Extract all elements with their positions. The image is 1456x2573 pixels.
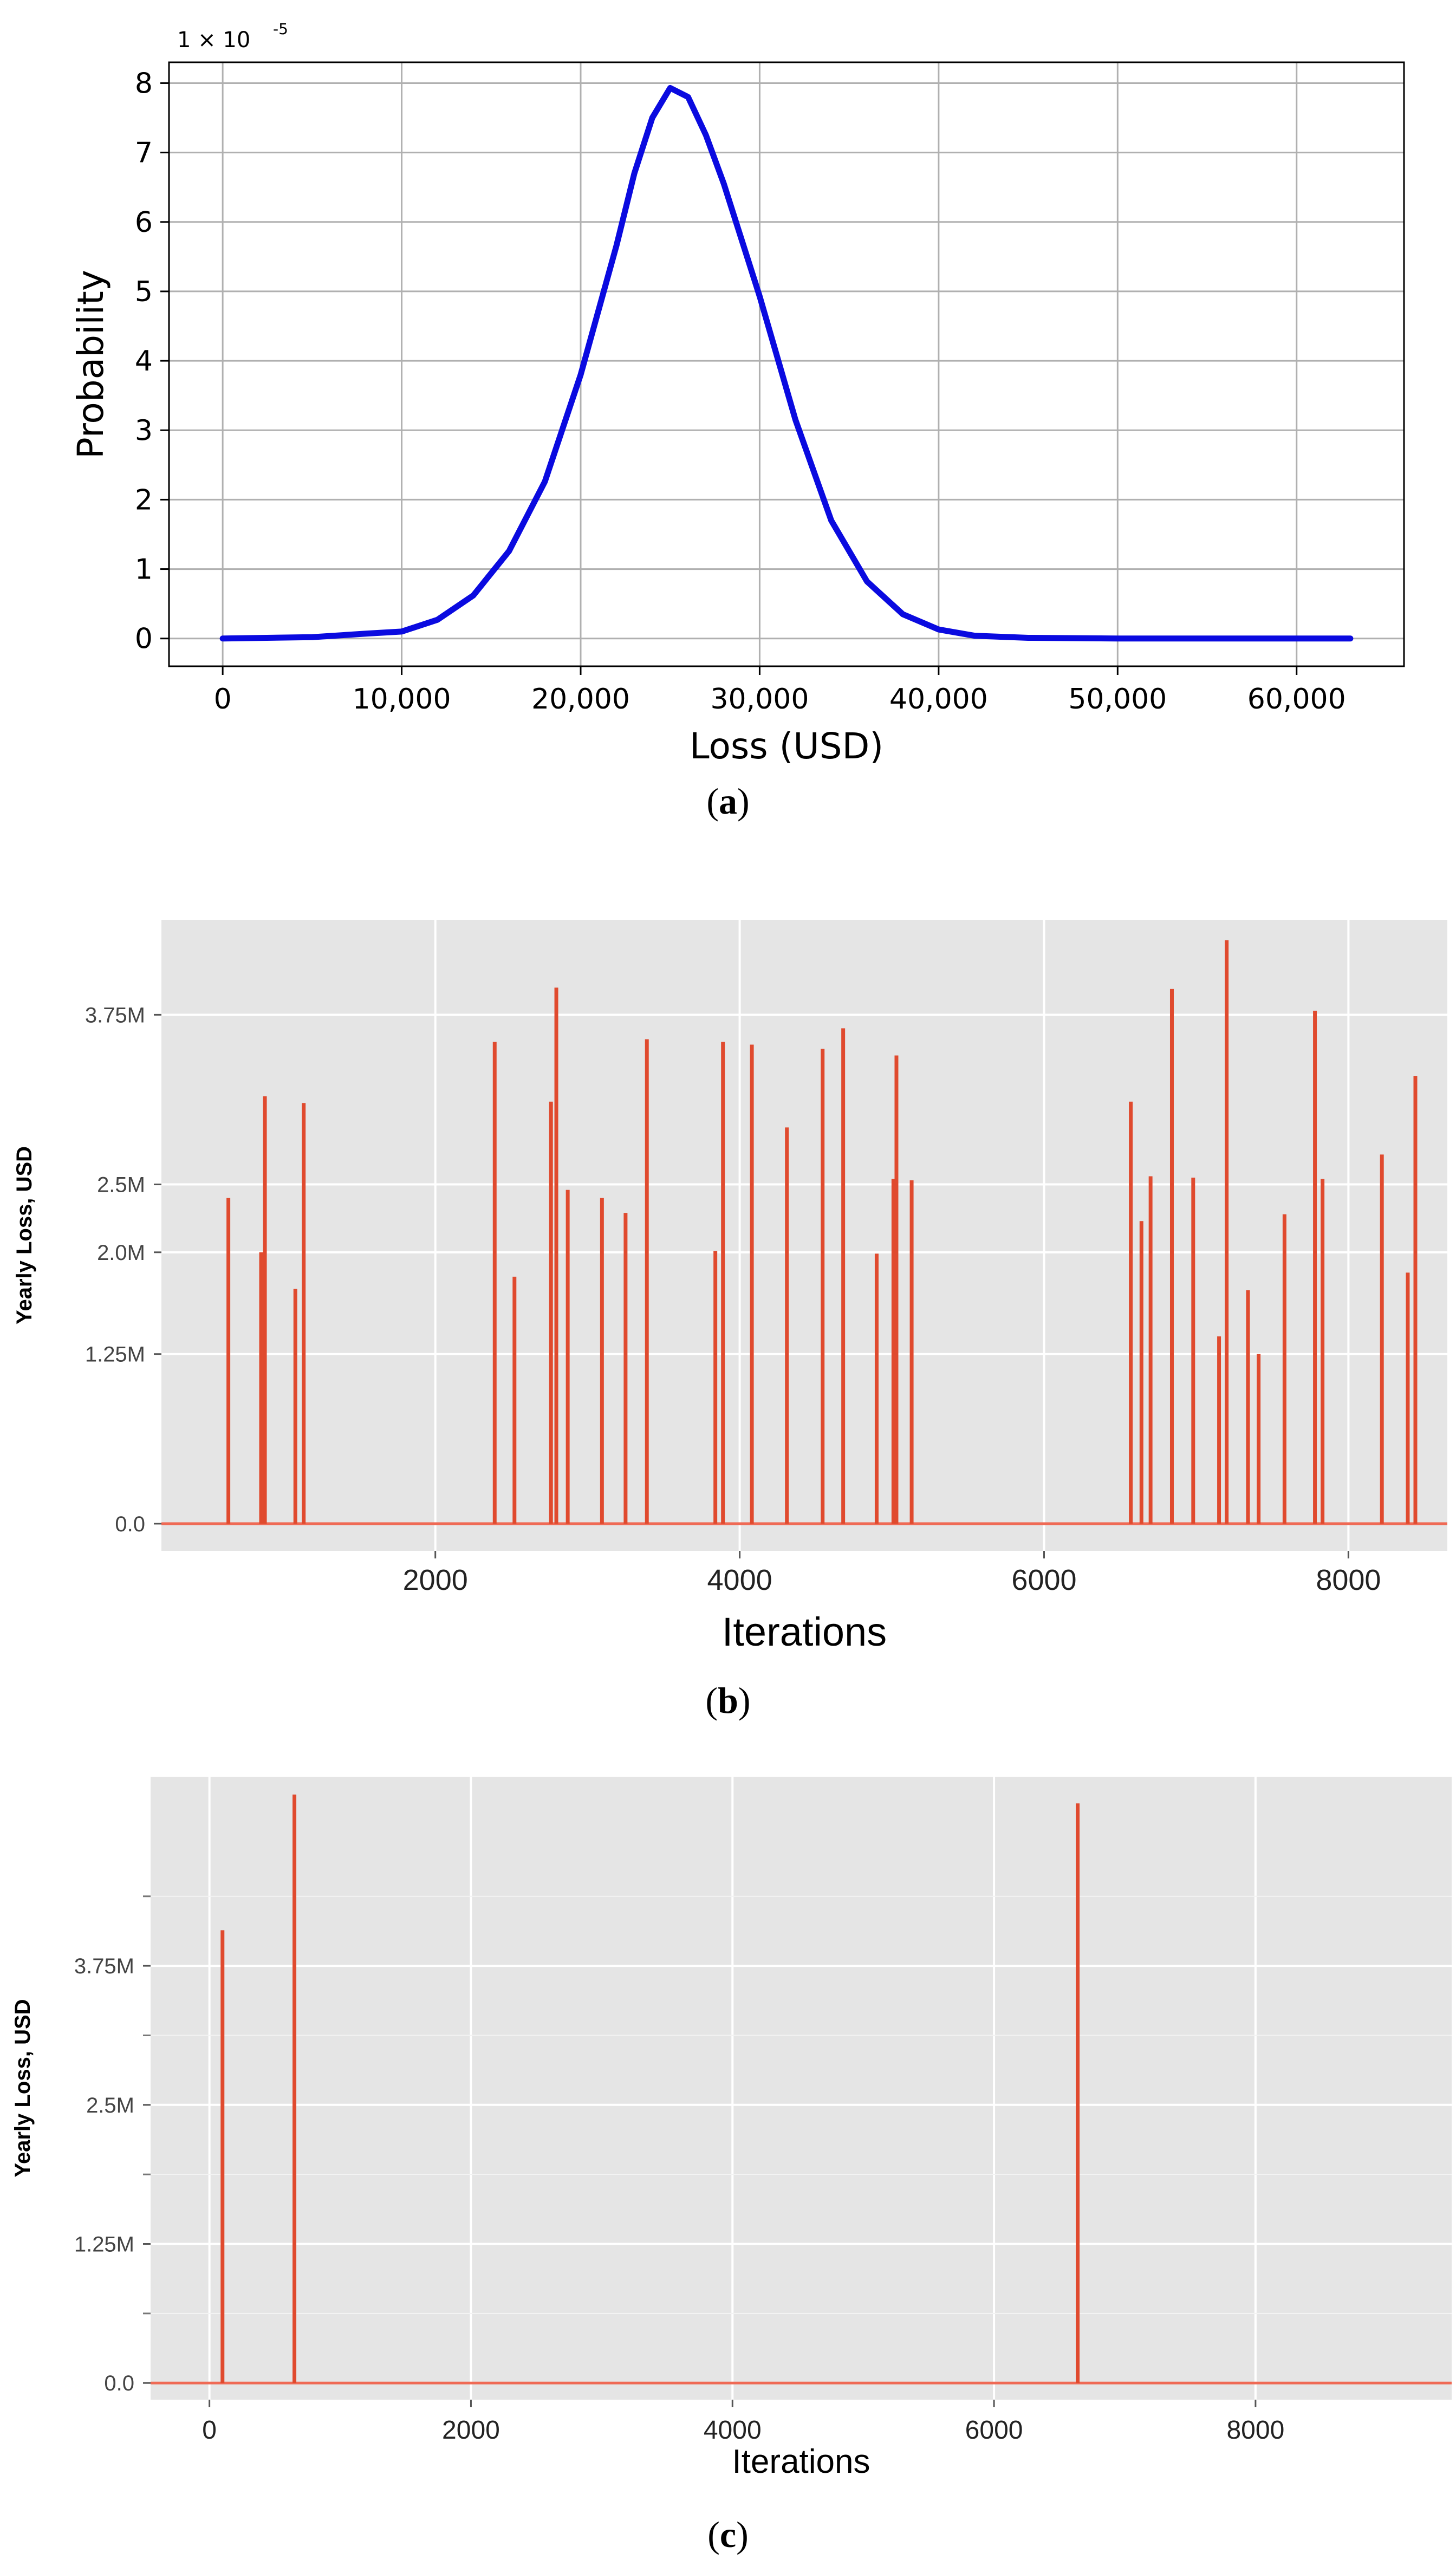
plot-frame-a	[168, 61, 1405, 667]
x-tick-label: 6000	[965, 2416, 1023, 2445]
spikes-c	[220, 1794, 1080, 2383]
y-tick-label: 0.0	[115, 1512, 145, 1536]
y-tick-label: 2	[135, 484, 153, 516]
y-tick-label: 5	[135, 276, 153, 308]
x-tick-label: 10,000	[353, 683, 451, 716]
x-axis-label: Iterations	[732, 2443, 870, 2480]
caption-b: (b)	[705, 1680, 751, 1721]
y-tick-label: 2.5M	[97, 1173, 145, 1197]
plot-area-a	[169, 62, 1404, 666]
y-tick-label: 4	[135, 345, 153, 378]
y-axis-multiplier: 1 × 10	[177, 28, 250, 53]
x-tick-label: 60,000	[1247, 683, 1346, 716]
y-axis-label: Yearly Loss, USD	[12, 1146, 36, 1324]
gridlines-a	[169, 62, 1404, 666]
x-tick-label: 0	[202, 2416, 217, 2445]
chart-b: 0.0 1.25M 2.0M 2.5M 3.75M 2000 4000 6000 8000 Ite…	[12, 920, 1447, 1654]
caption-c: (c)	[707, 2514, 749, 2555]
series-line-pdf	[219, 85, 1354, 642]
x-tick-label: 8000	[1316, 1564, 1381, 1596]
x-tick-label: 40,000	[889, 683, 988, 716]
y-tick-label: 2.0M	[97, 1241, 145, 1265]
gridlines-c	[151, 1777, 1452, 2400]
y-tick-label: 6	[135, 206, 153, 239]
x-tick-label: 2000	[442, 2416, 500, 2445]
y-tick-label: 1.25M	[74, 2233, 134, 2257]
spikes-b	[226, 940, 1418, 1524]
x-tick-label: 4000	[704, 2416, 762, 2445]
chart-a: 0 10,000 20,000 30,000 40,000 50,000 60,000 0 1 2…	[70, 20, 1405, 767]
y-tick-label: 8	[135, 67, 153, 100]
plot-panel-c	[151, 1777, 1452, 2400]
y-tick-label: 7	[135, 137, 153, 170]
x-tick-label: 6000	[1011, 1564, 1076, 1596]
y-axis-multiplier-exponent: -5	[273, 20, 288, 38]
y-tick-label: 3	[135, 414, 153, 447]
y-axis-label: Yearly Loss, USD	[11, 1999, 35, 2177]
x-tick-label: 30,000	[710, 683, 809, 716]
x-tick-label: 20,000	[531, 683, 630, 716]
chart-c: 0.0 1.25M 2.5M 3.75M 0 2000 4000 6000 8000 Iterat…	[11, 1777, 1452, 2480]
y-tick-label: 2.5M	[86, 2094, 134, 2117]
caption-a: (a)	[706, 781, 750, 822]
y-tick-label: 0.0	[104, 2371, 134, 2395]
x-axis-label: Iterations	[722, 1609, 887, 1654]
panel-b: 0.0 1.25M 2.0M 2.5M 3.75M 2000 4000 6000 8000 Ite…	[0, 867, 1456, 1723]
y-tick-label: 3.75M	[85, 1003, 145, 1027]
panel-c: 0.0 1.25M 2.5M 3.75M 0 2000 4000 6000 8000 Iterat…	[0, 1733, 1456, 2573]
panel-a: 0 10,000 20,000 30,000 40,000 50,000 60,000 0 1 2…	[0, 0, 1456, 856]
y-axis-label: Probability	[70, 270, 112, 459]
y-tick-label: 1	[135, 554, 153, 586]
y-tick-label: 1.25M	[85, 1343, 145, 1367]
y-tick-label: 0	[135, 623, 153, 655]
x-tick-label: 50,000	[1068, 683, 1167, 716]
x-tick-label: 2000	[403, 1564, 468, 1596]
x-tick-label: 4000	[707, 1564, 772, 1596]
plot-panel-b	[161, 920, 1447, 1551]
x-axis-label: Loss (USD)	[690, 725, 883, 767]
x-tick-label: 0	[214, 683, 232, 716]
x-tick-label: 8000	[1226, 2416, 1284, 2445]
y-tick-label: 3.75M	[74, 1954, 134, 1978]
